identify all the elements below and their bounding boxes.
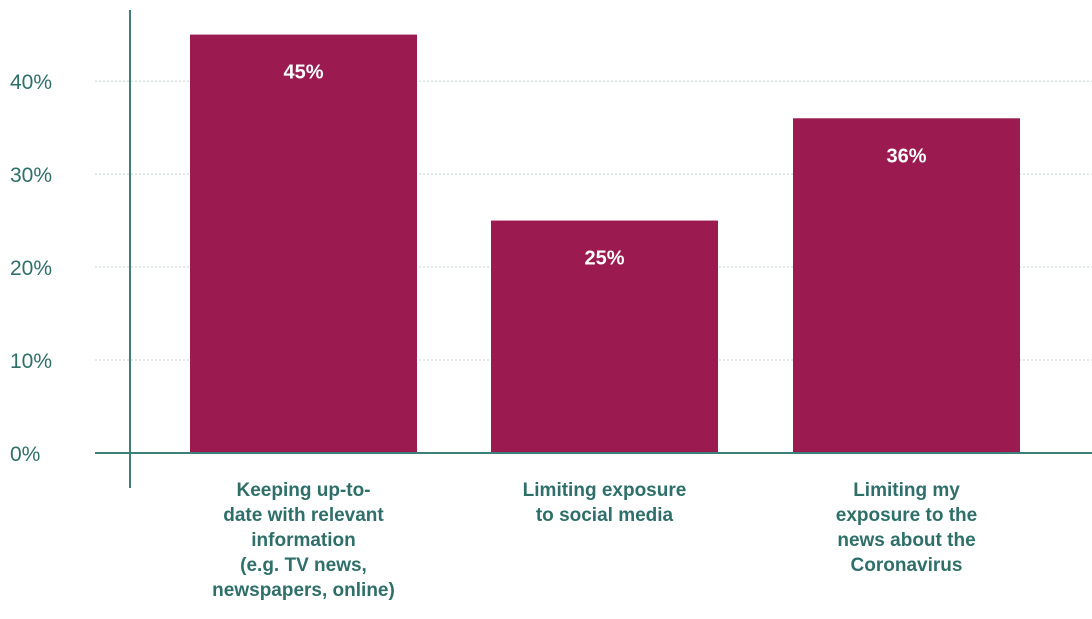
y-tick-label: 20% [10,257,52,280]
bar [491,220,718,453]
data-labels: 45% 25% 36% [283,62,926,270]
category-label: Keeping up-to-date with relevant informat… [212,480,395,601]
y-tick-label: 0% [10,443,40,466]
bar [793,118,1020,453]
data-label: 25% [584,248,624,270]
y-tick-label: 10% [10,350,52,373]
y-tick-label: 30% [10,164,52,187]
category-label: Limiting my exposure to the news about the… [836,480,977,576]
axes [95,10,1092,488]
y-tick-labels: 0% 10% 20% 30% 40% [10,71,52,466]
bars [190,34,1020,454]
data-label: 36% [886,145,926,167]
data-label: 45% [283,62,323,84]
y-tick-label: 40% [10,71,52,94]
category-labels: Keeping up-to-date with relevant informat… [212,480,977,601]
bar [190,34,417,454]
category-label: Limiting exposure to social media [523,480,687,526]
